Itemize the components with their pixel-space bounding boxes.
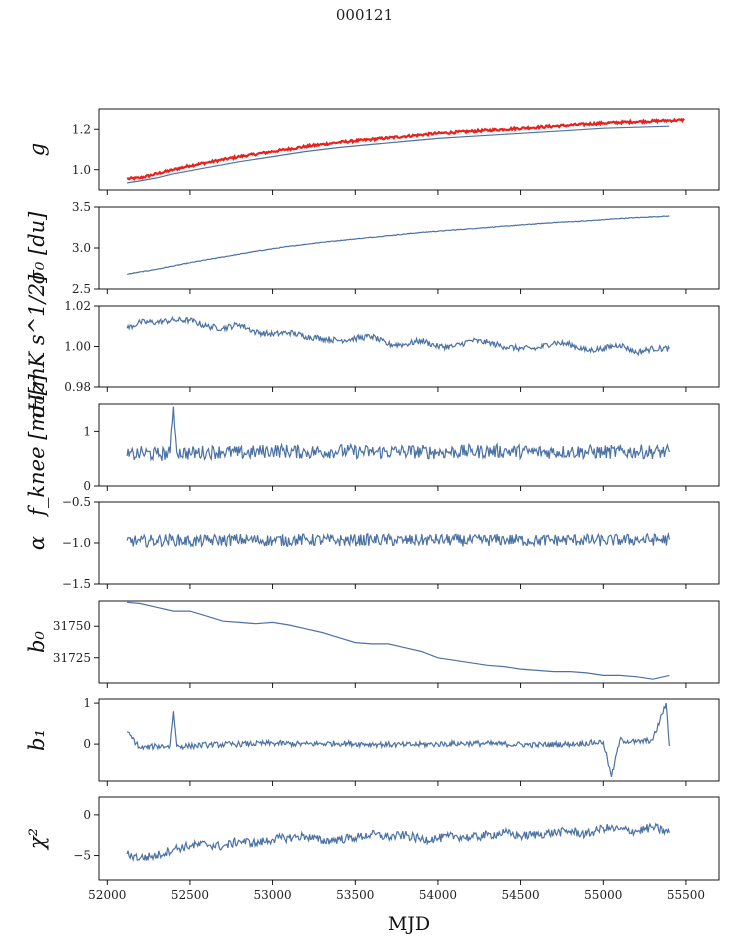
series-line-1 — [127, 215, 670, 275]
x-tick-label: 53000 — [254, 888, 292, 902]
x-tick-label: 52000 — [88, 888, 126, 902]
axes-frame — [98, 698, 720, 782]
x-tick-label: 52500 — [171, 888, 209, 902]
y-axis-label: b₀ — [25, 630, 49, 652]
series-line-1 — [126, 702, 670, 778]
y-tick-label: 3.5 — [72, 200, 91, 214]
subplot-2: 2.5 3.0 3.5 σ₀ [du] — [25, 200, 720, 296]
axes-frame — [98, 403, 720, 487]
y-tick-label: 1.02 — [64, 299, 91, 313]
y-tick-label: 1 — [83, 696, 91, 710]
x-tick-label: 53500 — [336, 888, 374, 902]
x-axis-label: MJD — [388, 913, 430, 935]
y-tick-label: −1.0 — [62, 536, 91, 550]
series-line-1 — [126, 822, 670, 863]
x-tick-label: 54000 — [419, 888, 457, 902]
series-line-2 — [126, 117, 685, 181]
y-tick-label: 1 — [83, 424, 91, 438]
axes-frame — [98, 108, 720, 191]
series-line-1 — [126, 531, 670, 549]
axes-frame — [98, 600, 720, 684]
figure-title: 000121 — [335, 6, 394, 24]
axes-frame — [98, 796, 720, 881]
series-line-1 — [126, 406, 670, 462]
series-line-1 — [126, 315, 670, 357]
y-tick-label: 0.98 — [64, 380, 91, 394]
y-tick-label: −1.5 — [62, 577, 91, 591]
subplot-4: 0 1 f_knee [mHz] — [25, 373, 720, 518]
subplot-5: −1.5 −1.0 −0.5 α — [25, 495, 720, 591]
y-tick-label: 0 — [83, 737, 91, 751]
x-tick-label: 55500 — [667, 888, 705, 902]
y-axis-label: g — [25, 143, 49, 156]
axes-frame — [98, 206, 720, 290]
y-tick-label: 3.0 — [72, 241, 91, 255]
y-tick-label: −0.5 — [62, 495, 91, 509]
series-line-1 — [127, 601, 670, 680]
y-tick-label: 31750 — [53, 619, 91, 633]
y-tick-label: 31725 — [53, 651, 91, 665]
y-tick-label: 0 — [83, 479, 91, 493]
y-axis-label: σ₀[mK s^1/2] — [25, 274, 49, 418]
y-tick-label: 1.00 — [64, 340, 91, 354]
y-tick-label: 2.5 — [72, 282, 91, 296]
subplot-7: 0 1 b₁ — [25, 696, 720, 786]
y-axis-label: b₁ — [25, 729, 49, 751]
y-tick-label: 0 — [83, 808, 91, 822]
subplot-6: 31725 31750 b₀ — [25, 600, 720, 688]
y-axis-label: f_knee [mHz] — [25, 373, 49, 518]
y-tick-label: −5 — [73, 849, 91, 863]
axes-frame — [98, 501, 720, 585]
y-axis-label: α — [25, 536, 49, 550]
series-line-1 — [127, 125, 670, 184]
y-tick-label: 1.2 — [72, 122, 91, 136]
subplot-8: −5 0 52000 52500 53000 53500 54000 54500 55000 55… — [25, 796, 720, 935]
subplot-3: 0.98 1.00 1.02 σ₀[mK s^1/2] — [25, 274, 720, 418]
subplot-1: 1.0 1.2 g — [25, 108, 720, 195]
y-axis-label: χ² — [25, 828, 49, 851]
x-tick-label: 55000 — [584, 888, 622, 902]
y-axis-label: σ₀ [du] — [25, 211, 49, 285]
x-tick-label: 54500 — [502, 888, 540, 902]
y-tick-label: 1.0 — [72, 163, 91, 177]
